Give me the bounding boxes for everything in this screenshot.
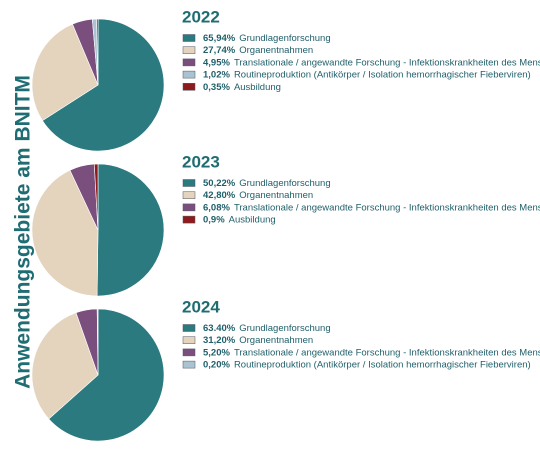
legend-label: Grundlagenforschung — [239, 33, 330, 44]
legend-entry: 1,02% Routineproduktion (Antikörper / Iso… — [203, 69, 531, 80]
pie-slice — [31, 312, 99, 420]
legend-value: 63.40% — [203, 323, 236, 334]
legend-entry: 63.40% Grundlagenforschung — [203, 323, 331, 334]
chart-title: 2022 — [182, 7, 220, 26]
pie-slice — [96, 163, 165, 297]
legend-swatch — [182, 215, 196, 224]
vertical-title: Anwendungsgebiete am BNITM — [12, 75, 35, 389]
legend-swatch — [182, 191, 196, 199]
legend-value: 6,08% — [203, 202, 230, 213]
legend-entry: 0,35% Ausbildung — [203, 81, 281, 92]
legend-swatch — [182, 203, 196, 212]
legend-value: 27,74% — [203, 45, 236, 56]
pie-slice — [31, 169, 99, 297]
legend-entry: 27,74% Organentnahmen — [203, 45, 313, 56]
legend-value: 0,35% — [203, 81, 230, 92]
legend-entry: 31,20% Organentnahmen — [203, 335, 313, 346]
legend-value: 31,20% — [203, 335, 236, 346]
legend-value: 1,02% — [203, 69, 230, 80]
legend-swatch — [182, 83, 196, 91]
legend-value: 65,94% — [203, 33, 236, 44]
legend-value: 4,95% — [203, 57, 230, 68]
legend-value: 50,22% — [203, 178, 236, 189]
legend-entry: 50,22% Grundlagenforschung — [203, 178, 331, 189]
pie-slice — [93, 163, 99, 231]
legend-entry: 6,08% Translationale / angewandte Forschu… — [203, 202, 540, 213]
legend-value: 0,20% — [203, 359, 230, 370]
legend-label: Translationale / angewandte Forschung - … — [234, 347, 540, 358]
legend-entry: 0,20% Routineproduktion (Antikörper / Iso… — [203, 359, 531, 370]
legend-label: Organentnahmen — [239, 45, 313, 56]
legend-swatch — [182, 348, 196, 357]
legend-label: Ausbildung — [234, 81, 281, 92]
legend-entry: 5,20% Translationale / angewandte Forschu… — [203, 347, 540, 358]
legend-swatch — [182, 58, 196, 67]
legend-swatch — [182, 324, 196, 332]
legend-swatch — [182, 70, 196, 79]
legend-label: Routineproduktion (Antikörper / Isolatio… — [234, 69, 531, 80]
pie-slice — [96, 308, 99, 376]
legend-label: Ausbildung — [229, 214, 276, 225]
legend-swatch — [182, 179, 196, 187]
legend-label: Grundlagenforschung — [239, 178, 330, 189]
legend-label: Translationale / angewandte Forschung - … — [234, 57, 540, 68]
pie-slice — [48, 308, 165, 442]
chart-title: 2023 — [182, 152, 220, 171]
legend-swatch — [182, 34, 196, 42]
legend-value: 5,20% — [203, 347, 230, 358]
legend-value: 42,80% — [203, 190, 236, 201]
legend-label: Translationale / angewandte Forschung - … — [234, 202, 540, 213]
legend-label: Organentnahmen — [239, 335, 313, 346]
legend-entry: 4,95% Translationale / angewandte Forschu… — [203, 57, 540, 68]
legend-swatch — [182, 46, 196, 54]
legend-label: Grundlagenforschung — [239, 323, 330, 334]
legend-entry: 42,80% Organentnahmen — [203, 190, 313, 201]
legend-entry: 65,94% Grundlagenforschung — [203, 33, 331, 44]
pie-slice — [41, 18, 165, 152]
legend-swatch — [182, 360, 196, 369]
pie-slice — [31, 23, 99, 121]
legend-value: 0,9% — [203, 214, 225, 225]
legend-swatch — [182, 336, 196, 344]
pie-slice — [96, 18, 99, 86]
legend-label: Organentnahmen — [239, 190, 313, 201]
legend-entry: 0,9% Ausbildung — [203, 214, 276, 225]
chart-title: 2024 — [182, 297, 220, 316]
legend-label: Routineproduktion (Antikörper / Isolatio… — [234, 359, 531, 370]
